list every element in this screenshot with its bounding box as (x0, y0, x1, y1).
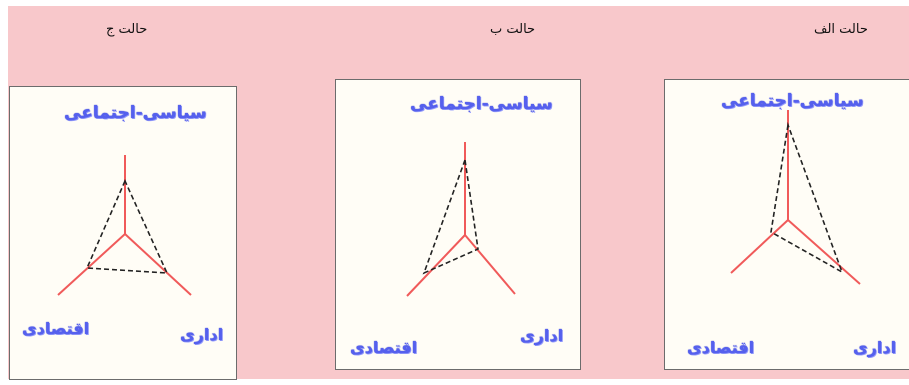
axis-economic (57, 233, 126, 296)
panel-title-c: حالت ج (106, 22, 148, 37)
axis-economic (406, 234, 466, 297)
axis-administrative (464, 234, 516, 295)
label-administrative: اداری (853, 338, 897, 357)
triangle-diagram-a (730, 110, 861, 285)
label-economic: اقتصادی (350, 338, 418, 357)
dashed-triangle (422, 159, 479, 275)
axis-administrative (787, 219, 861, 285)
triangle-diagram-c (57, 155, 192, 296)
label-political-social: سیاسی-اجتماعی (64, 103, 207, 123)
axis-administrative (124, 233, 192, 296)
diagram-panel-b: سیاسی-اجتماعی اقتصادی اداری (335, 79, 581, 370)
dashed-triangle (770, 121, 844, 274)
triangle-diagram-b (406, 142, 516, 297)
dashed-triangle (85, 179, 169, 274)
axis-economic (730, 219, 789, 274)
label-political-social: سیاسی-اجتماعی (721, 91, 864, 111)
label-economic: اقتصادی (22, 319, 90, 338)
label-administrative: اداری (520, 326, 564, 345)
label-economic: اقتصادی (687, 338, 755, 357)
label-administrative: اداری (180, 325, 224, 344)
label-political-social: سیاسی-اجتماعی (410, 94, 553, 114)
panel-title-b: حالت ب (490, 22, 536, 37)
diagram-panel-c: سیاسی-اجتماعی اقتصادی اداری (9, 86, 237, 380)
diagram-panel-a: سیاسی-اجتماعی اقتصادی اداری (664, 79, 909, 370)
panel-title-a: حالت الف (814, 22, 868, 37)
